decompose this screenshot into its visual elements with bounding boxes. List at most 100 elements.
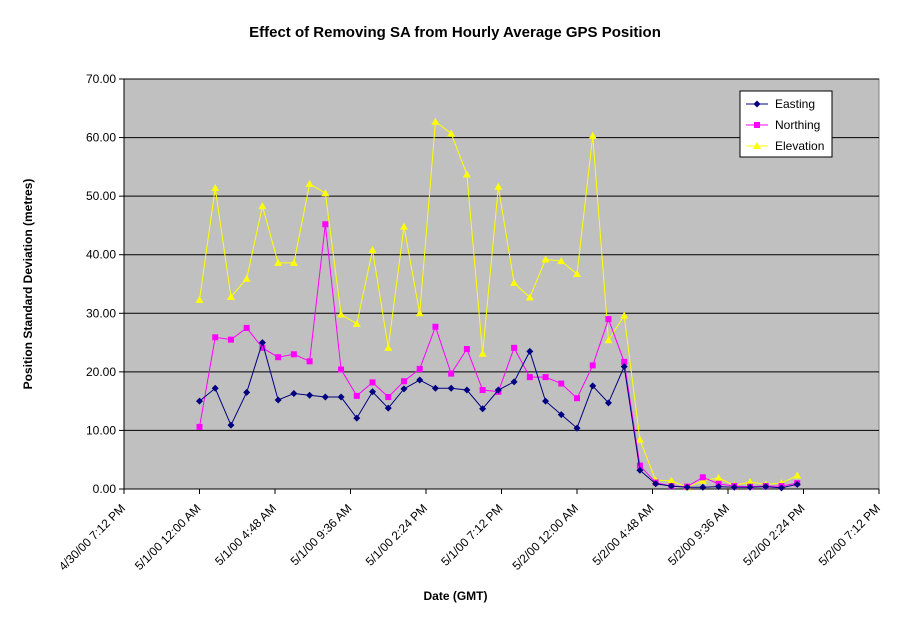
data-point-easting bbox=[494, 386, 502, 394]
data-point-elevation bbox=[494, 182, 503, 190]
data-point-easting bbox=[463, 386, 471, 394]
data-point-elevation bbox=[337, 310, 346, 318]
data-point-easting bbox=[652, 480, 660, 488]
x-tick-label: 5/1/00 9:36 AM bbox=[288, 501, 355, 568]
data-point-easting bbox=[777, 484, 785, 492]
data-point-easting bbox=[243, 388, 251, 396]
x-tick-label: 5/2/00 9:36 AM bbox=[665, 501, 732, 568]
y-tick-label: 60.00 bbox=[86, 131, 116, 145]
data-point-easting bbox=[526, 347, 534, 355]
data-point-northing bbox=[338, 366, 345, 373]
data-point-northing bbox=[400, 378, 407, 385]
data-point-easting bbox=[557, 411, 565, 419]
data-point-elevation bbox=[557, 257, 566, 265]
data-point-easting bbox=[510, 378, 518, 386]
y-tick-label: 50.00 bbox=[86, 189, 116, 203]
legend-marker-northing bbox=[754, 122, 760, 128]
data-point-northing bbox=[275, 354, 282, 361]
data-point-northing bbox=[385, 394, 392, 401]
data-point-northing bbox=[526, 374, 533, 381]
data-point-elevation bbox=[368, 246, 377, 254]
data-point-elevation bbox=[620, 311, 629, 319]
data-point-elevation bbox=[667, 476, 676, 484]
legend-label-elevation: Elevation bbox=[775, 139, 824, 153]
data-point-easting bbox=[337, 393, 345, 401]
y-tick-label: 30.00 bbox=[86, 306, 116, 320]
y-tick-label: 20.00 bbox=[86, 365, 116, 379]
data-point-northing bbox=[322, 221, 329, 228]
data-point-elevation bbox=[478, 349, 487, 357]
data-point-northing bbox=[699, 474, 706, 481]
data-point-elevation bbox=[258, 202, 267, 210]
x-tick-label: 5/2/00 4:48 AM bbox=[590, 501, 657, 568]
chart-title: Effect of Removing SA from Hourly Averag… bbox=[249, 24, 661, 41]
data-point-elevation bbox=[462, 170, 471, 178]
data-point-northing bbox=[196, 423, 203, 430]
data-point-northing bbox=[463, 346, 470, 353]
data-point-easting bbox=[762, 483, 770, 491]
data-point-northing bbox=[511, 344, 518, 351]
data-point-easting bbox=[746, 483, 754, 491]
data-point-elevation bbox=[274, 258, 283, 266]
data-point-easting bbox=[400, 385, 408, 393]
data-point-easting bbox=[274, 396, 282, 404]
data-point-elevation bbox=[195, 295, 204, 303]
data-point-elevation bbox=[305, 179, 314, 187]
data-point-northing bbox=[574, 395, 580, 402]
data-point-easting bbox=[730, 483, 738, 491]
data-point-elevation bbox=[431, 117, 440, 125]
legend: Easting Northing Elevation bbox=[739, 90, 833, 158]
legend-marker-elevation bbox=[753, 142, 761, 149]
data-point-northing bbox=[479, 387, 486, 394]
data-point-elevation bbox=[447, 129, 456, 137]
data-point-elevation bbox=[573, 270, 581, 278]
data-point-easting bbox=[699, 483, 707, 491]
data-point-easting bbox=[604, 399, 612, 407]
y-tick-label: 0.00 bbox=[93, 482, 117, 496]
data-point-northing bbox=[589, 362, 596, 369]
data-point-elevation bbox=[211, 183, 220, 191]
y-tick-label: 10.00 bbox=[86, 423, 116, 437]
data-point-easting bbox=[227, 421, 235, 429]
legend-label-northing: Northing bbox=[775, 118, 820, 132]
data-point-elevation bbox=[793, 471, 802, 479]
data-point-easting bbox=[258, 339, 266, 347]
x-tick-label: 5/2/00 2:24 PM bbox=[740, 501, 807, 568]
data-point-easting bbox=[211, 384, 219, 392]
data-point-northing bbox=[306, 358, 313, 365]
data-point-easting bbox=[290, 390, 298, 398]
series-easting bbox=[196, 339, 801, 492]
data-point-northing bbox=[259, 344, 266, 351]
x-tick-label: 5/1/00 2:24 PM bbox=[363, 501, 430, 568]
x-tick-label: 5/2/00 12:00 AM bbox=[509, 501, 581, 573]
series-elevation bbox=[195, 117, 802, 491]
y-axis-title: Position Standard Deviation (metres) bbox=[21, 179, 35, 390]
y-tick-label: 70.00 bbox=[86, 72, 116, 86]
data-point-easting bbox=[589, 382, 597, 390]
data-point-elevation bbox=[242, 274, 251, 282]
data-point-northing bbox=[290, 351, 297, 358]
data-point-elevation bbox=[746, 477, 755, 485]
data-point-easting bbox=[793, 480, 801, 488]
data-point-northing bbox=[369, 379, 376, 386]
data-point-elevation bbox=[604, 336, 613, 344]
data-point-easting bbox=[636, 466, 644, 474]
data-point-northing bbox=[353, 392, 360, 399]
data-point-easting bbox=[416, 376, 424, 384]
x-tick-label: 5/1/00 7:12 PM bbox=[438, 501, 505, 568]
data-point-elevation bbox=[541, 255, 550, 263]
data-point-elevation bbox=[226, 292, 235, 300]
data-point-northing bbox=[636, 462, 643, 469]
y-tick-label: 40.00 bbox=[86, 248, 116, 262]
data-point-easting bbox=[353, 414, 361, 422]
data-point-elevation bbox=[399, 222, 408, 230]
data-point-elevation bbox=[384, 343, 393, 351]
data-point-elevation bbox=[321, 189, 330, 197]
data-point-easting bbox=[667, 482, 675, 490]
data-point-easting bbox=[715, 483, 723, 491]
legend-label-easting: Easting bbox=[775, 97, 815, 111]
data-point-elevation bbox=[698, 476, 707, 484]
data-point-northing bbox=[416, 365, 423, 372]
x-axis-title: Date (GMT) bbox=[424, 589, 488, 603]
